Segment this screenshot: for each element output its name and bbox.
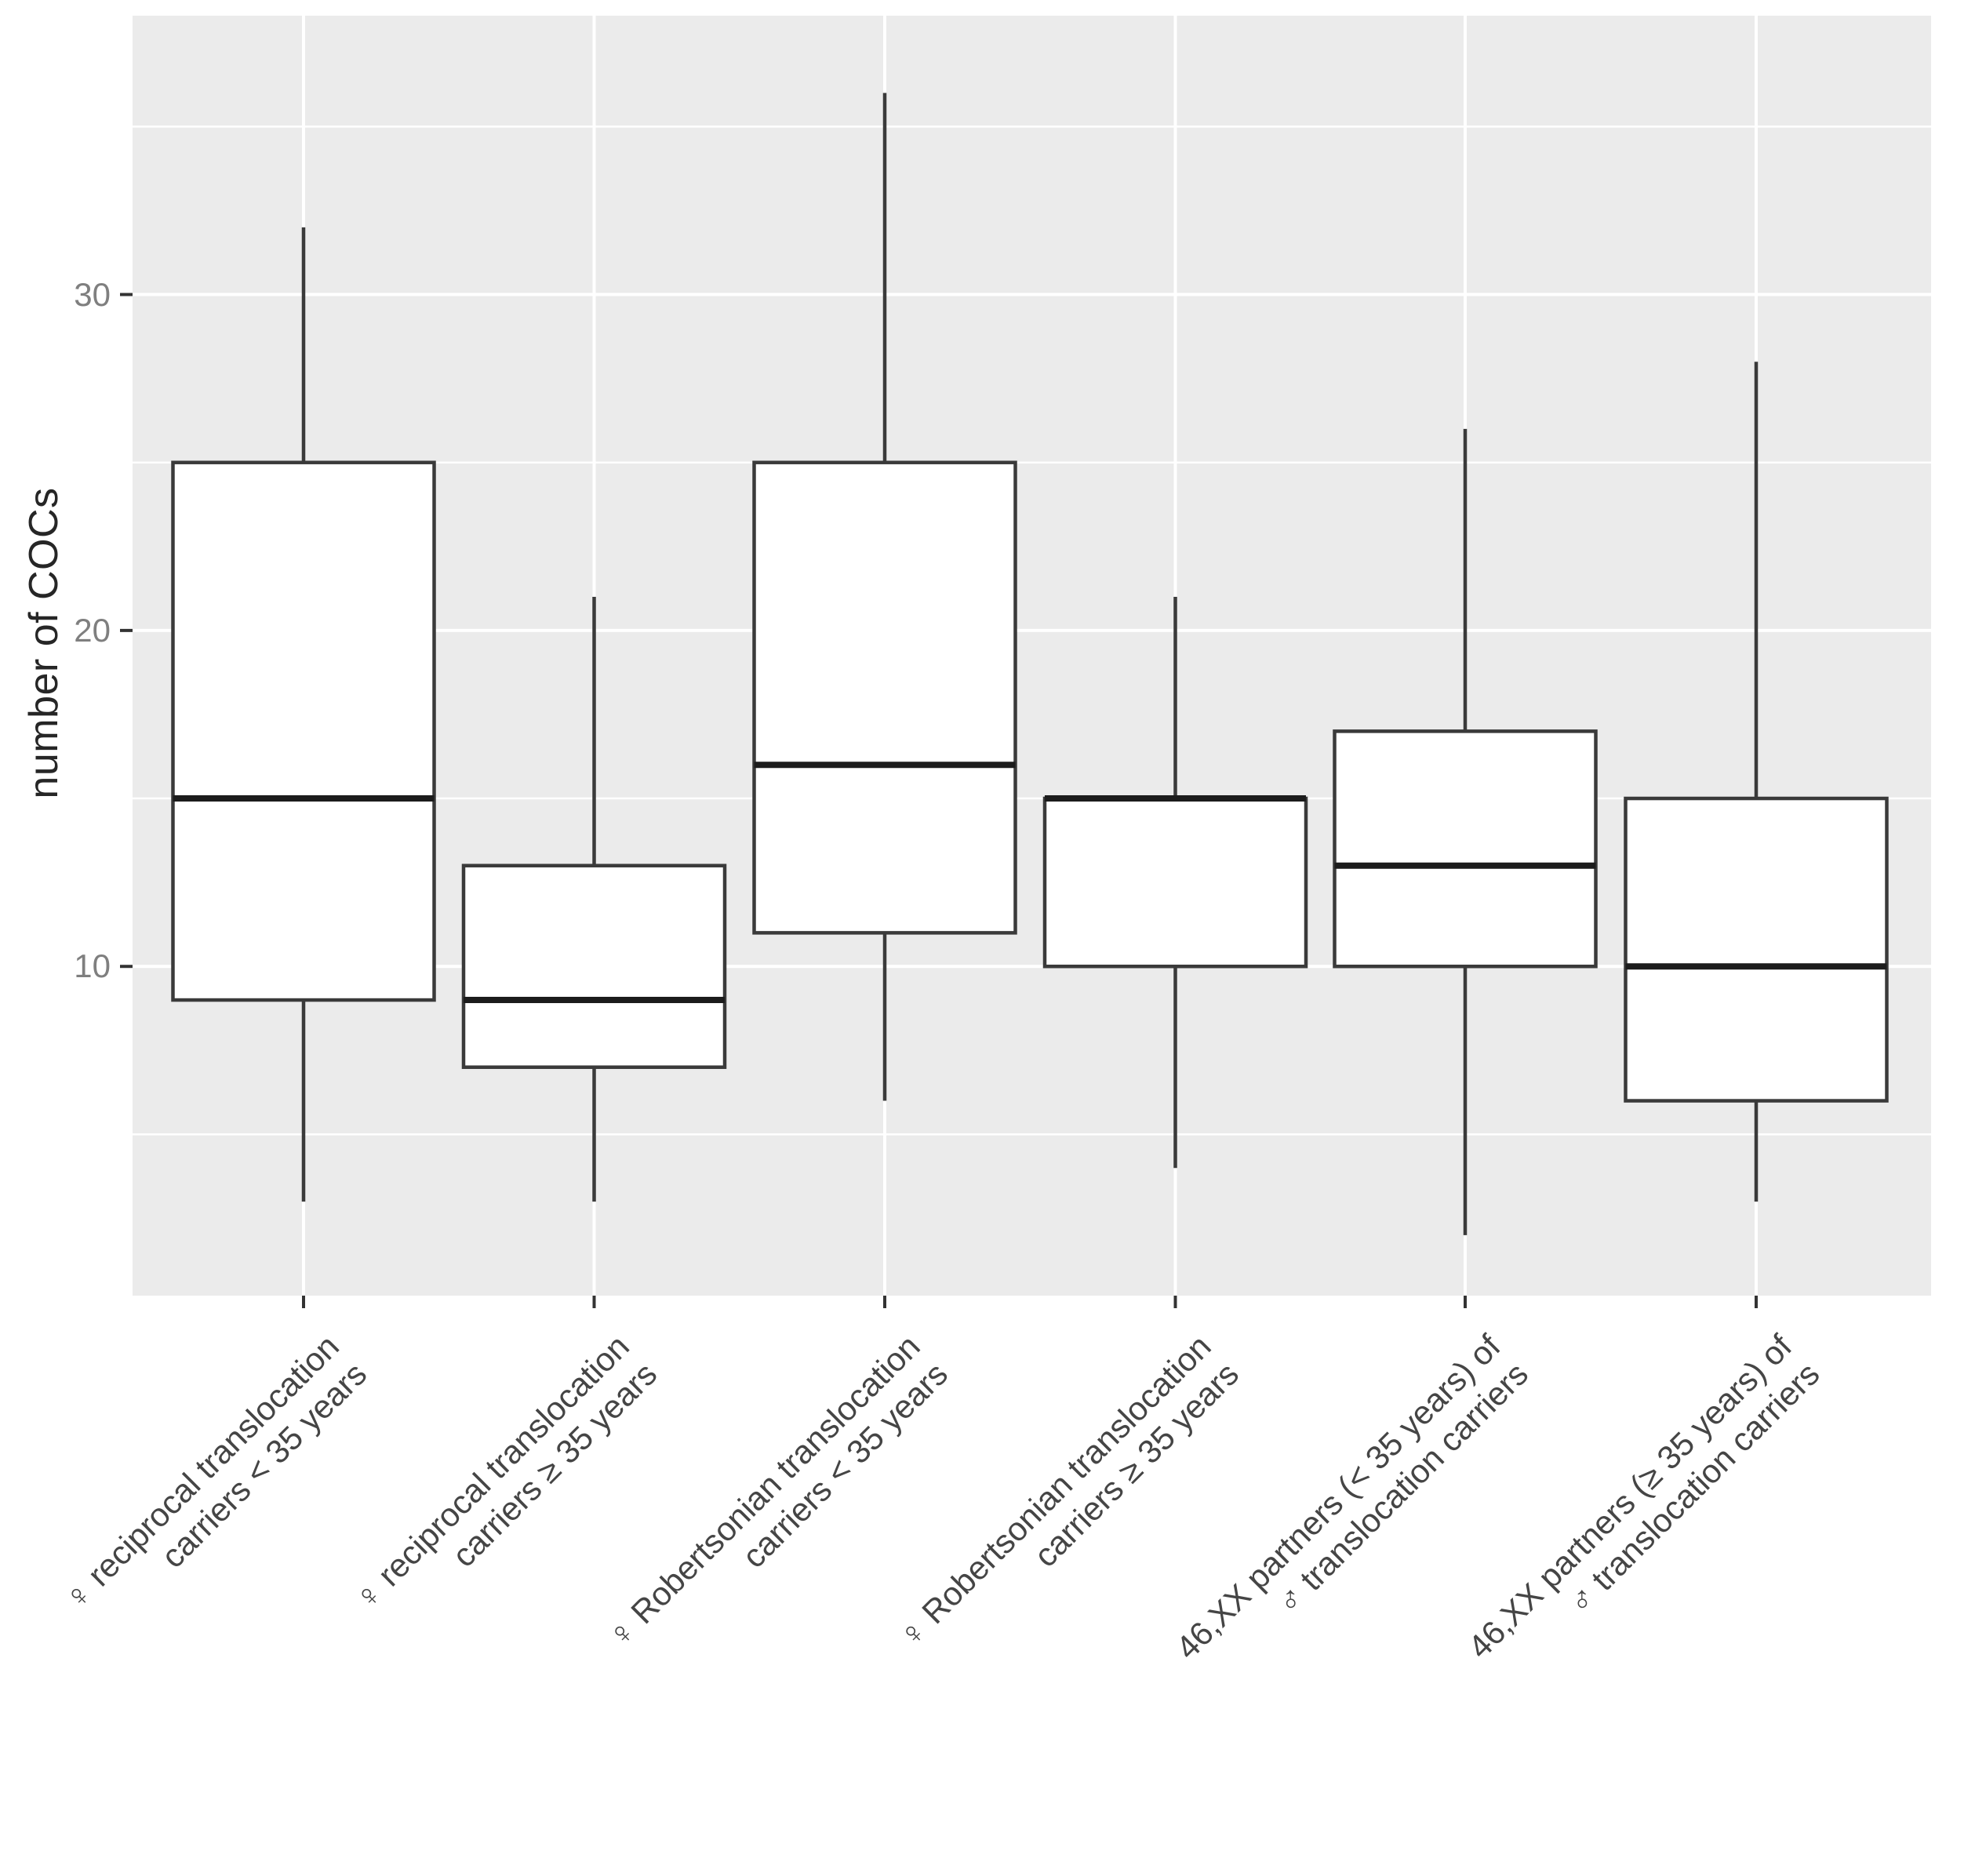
y-tick-label: 20 (74, 611, 111, 649)
y-tick-label: 10 (74, 947, 111, 985)
box-iqr-rect (171, 460, 436, 1002)
box-iqr-rect (1624, 796, 1889, 1103)
box-iqr-rect (461, 863, 727, 1069)
box-iqr-rect (1042, 796, 1308, 969)
box-iqr-rect (752, 460, 1017, 935)
box-iqr-rect (1333, 729, 1598, 969)
y-tick-label: 30 (74, 275, 111, 313)
